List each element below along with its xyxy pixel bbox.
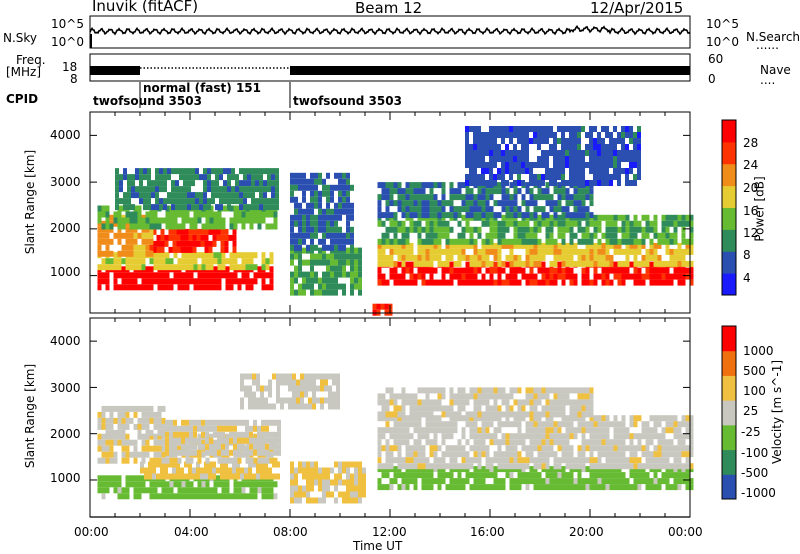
freq-band-0 — [90, 66, 140, 75]
power-colorbar-swatch-6 — [722, 141, 736, 165]
freq-tick-high: 18 — [62, 60, 78, 74]
velocity-region-8 — [377, 415, 694, 470]
power-colorbar-frame — [721, 119, 737, 296]
power-region-10 — [377, 242, 694, 267]
power-cbar-tick-12: 12 — [743, 226, 759, 240]
velocity-colorbar-swatch-4 — [722, 375, 736, 401]
velocity-y-tick-4000: 4000 — [50, 334, 81, 348]
velocity-cbar-tick-100: 100 — [743, 384, 766, 398]
nave-tick-high: 60 — [708, 52, 724, 66]
power-cbar-tick-4: 4 — [743, 271, 751, 285]
velocity-cbar-tick-25: 25 — [743, 404, 759, 418]
velocity-cbar-tick-500: 500 — [743, 364, 766, 378]
power-y-tick-3000: 3000 — [50, 175, 81, 189]
station-title: Inuvik (fitACF) — [92, 0, 199, 15]
power-y-tick-1000: 1000 — [50, 265, 81, 279]
date-title: 12/Apr/2015 — [590, 0, 684, 17]
nave-legend-dots: .... — [760, 73, 776, 87]
power-colorbar-swatch-5 — [722, 163, 736, 187]
power-colorbar-swatch-2 — [722, 229, 736, 252]
velocity-colorbar-frame — [721, 325, 737, 500]
power-cbar-tick-16: 16 — [743, 204, 759, 218]
power-y-tick-2000: 2000 — [50, 221, 81, 235]
noise-tick-left-high: 10^5 — [51, 17, 84, 31]
cpid-segment-3: twofsound 3503 — [293, 94, 402, 108]
noise-sky-trace — [89, 25, 691, 36]
cpid-segment-1: twofsound 3503 — [93, 94, 202, 108]
velocity-region-4 — [165, 419, 281, 456]
velocity-cbar-tick-neg100: -100 — [741, 446, 769, 460]
power-cbar-tick-28: 28 — [743, 136, 759, 150]
nsearch-label: N.Search — [746, 30, 800, 44]
power-region-2 — [152, 228, 237, 253]
power-region-7 — [290, 172, 354, 251]
velocity-cbar-tick-neg1000: -1000 — [741, 486, 776, 500]
velocity-colorbar-swatch-3 — [722, 400, 736, 426]
velocity-y-tick-2000: 2000 — [50, 427, 81, 441]
velocity-colorbar-swatch-6 — [722, 326, 736, 352]
power-region-6 — [290, 247, 362, 296]
power-region-5 — [115, 168, 279, 211]
nsearch-legend-dots: ...... — [756, 38, 779, 52]
velocity-y-tick-1000: 1000 — [50, 471, 81, 485]
freq-band-2 — [290, 66, 690, 75]
power-cbar-tick-8: 8 — [743, 248, 751, 262]
x-tick-2: 08:00 — [273, 525, 308, 539]
velocity-region-9 — [377, 387, 594, 418]
power-colorbar-swatch-3 — [722, 207, 736, 230]
x-tick-1: 04:00 — [174, 525, 209, 539]
velocity-region-1 — [140, 461, 280, 480]
power-colorbar-swatch-0 — [722, 273, 736, 296]
x-tick-6: 00:00 — [668, 525, 703, 539]
velocity-region-6 — [290, 461, 366, 504]
nave-tick-low: 0 — [708, 72, 716, 86]
power-y-tick-4000: 4000 — [50, 128, 81, 142]
power-cbar-tick-24: 24 — [743, 158, 759, 172]
velocity-cbar-tick-neg25: -25 — [741, 425, 761, 439]
cpid-label: CPID — [6, 92, 39, 106]
power-region-13 — [465, 126, 641, 186]
power-colorbar-swatch-1 — [722, 251, 736, 274]
power-colorbar-swatch-7 — [722, 120, 736, 143]
power-colorbar-swatch-4 — [722, 185, 736, 208]
velocity-colorbar-swatch-2 — [722, 424, 736, 451]
power-region-3 — [97, 214, 154, 257]
nsky-label: N.Sky — [3, 31, 38, 45]
x-tick-5: 20:00 — [569, 525, 604, 539]
velocity-colorbar-swatch-1 — [722, 449, 736, 475]
x-tick-0: 00:00 — [74, 525, 109, 539]
x-tick-3: 12:00 — [372, 525, 407, 539]
x-tick-4: 16:00 — [470, 525, 505, 539]
freq-tick-low: 8 — [70, 72, 78, 86]
power-cbar-tick-20: 20 — [743, 181, 759, 195]
velocity-colorbar-swatch-5 — [722, 350, 736, 376]
velocity-region-5 — [240, 373, 340, 410]
freq-label: Freq. — [16, 53, 46, 67]
velocity-y-tick-3000: 3000 — [50, 381, 81, 395]
nave-label: Nave — [760, 63, 791, 77]
velocity-colorbar-swatch-0 — [722, 474, 736, 500]
x-axis-label: Time UT — [353, 539, 403, 553]
cpid-segment-2: normal (fast) 151 — [143, 81, 261, 95]
beam-title: Beam 12 — [355, 0, 423, 17]
velocity-cbar-tick-neg500: -500 — [741, 466, 769, 480]
velocity-cbar-tick-1000: 1000 — [743, 344, 774, 358]
noise-tick-right-low: 10^0 — [706, 35, 739, 49]
power-region-0 — [97, 266, 274, 291]
noise-tick-left-low: 10^0 — [51, 35, 84, 49]
velocity-region-3 — [97, 405, 166, 436]
freq-unit-label: [MHz] — [6, 65, 42, 79]
noise-tick-right-high: 10^5 — [706, 17, 739, 31]
